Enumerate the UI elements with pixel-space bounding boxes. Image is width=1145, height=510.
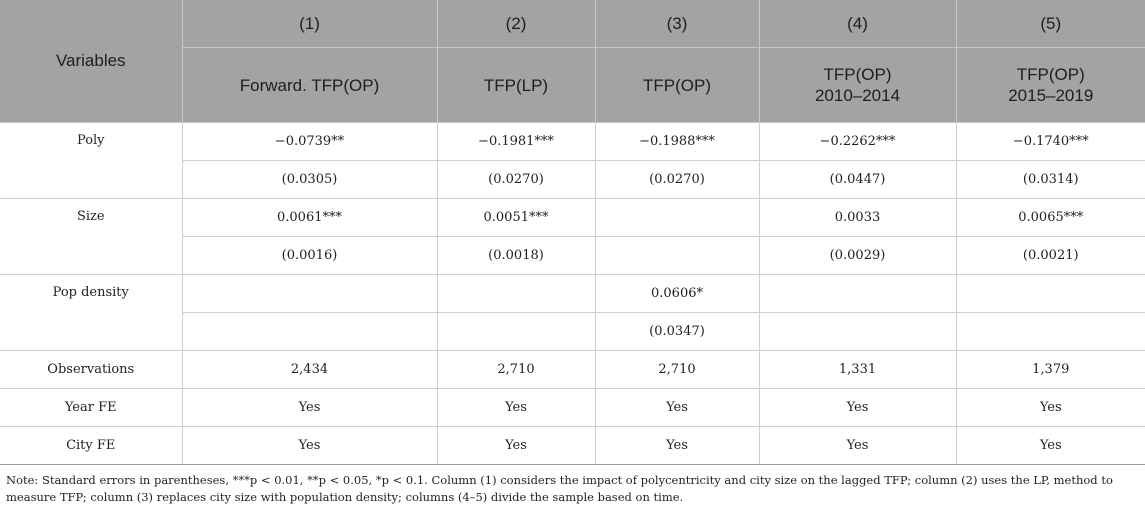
cell-coef: 0.0033 [759, 198, 957, 237]
cell-coef: −0.1981*** [437, 122, 596, 161]
cell-se [182, 312, 438, 351]
cell-value: 2,710 [437, 350, 596, 389]
table-row-poly-se: (0.0305) (0.0270) (0.0270) (0.0447) (0.0… [0, 160, 1145, 199]
column-number-3: (3) [595, 0, 760, 48]
cell-value: Yes [956, 388, 1145, 427]
cell-value: Yes [595, 426, 760, 465]
table-note: Note: Standard errors in parentheses, **… [6, 473, 1113, 504]
cell-se: (0.0018) [437, 236, 596, 275]
cell-se: (0.0347) [595, 312, 760, 351]
column-title-1-line1: Forward. TFP(OP) [239, 75, 380, 95]
cell-se: (0.0021) [956, 236, 1145, 275]
cell-se: (0.0270) [437, 160, 596, 199]
cell-coef: 0.0051*** [437, 198, 596, 237]
cell-se: (0.0029) [759, 236, 957, 275]
table-row-size-se: (0.0016) (0.0018) (0.0029) (0.0021) [0, 236, 1145, 275]
cell-coef [759, 274, 957, 313]
column-title-4-line1: TFP(OP) [823, 65, 892, 84]
cell-se [595, 236, 760, 275]
row-label-city-fe: City FE [0, 426, 183, 465]
cell-se [437, 312, 596, 351]
column-title-4: TFP(OP) 2010–2014 [759, 47, 957, 123]
cell-se: (0.0305) [182, 160, 438, 199]
cell-value: Yes [759, 388, 957, 427]
row-label-year-fe: Year FE [0, 388, 183, 427]
cell-coef: −0.1988*** [595, 122, 760, 161]
cell-value: Yes [437, 388, 596, 427]
table-row-pop-density-se: (0.0347) [0, 312, 1145, 351]
column-title-5-line2: 2015–2019 [1008, 86, 1094, 105]
column-title-3: TFP(OP) [595, 47, 760, 123]
cell-value: Yes [759, 426, 957, 465]
cell-value: Yes [182, 426, 438, 465]
table-bottom-rule [0, 464, 1145, 465]
column-number-4: (4) [759, 0, 957, 48]
cell-value: 1,379 [956, 350, 1145, 389]
cell-value: 2,434 [182, 350, 438, 389]
table-row-size-coef: Size 0.0061*** 0.0051*** 0.0033 0.0065**… [0, 198, 1145, 275]
cell-coef [182, 274, 438, 313]
cell-se [759, 312, 957, 351]
cell-coef: −0.0739** [182, 122, 438, 161]
cell-coef: −0.2262*** [759, 122, 957, 161]
column-number-1: (1) [182, 0, 438, 48]
cell-se: (0.0270) [595, 160, 760, 199]
cell-coef: 0.0061*** [182, 198, 438, 237]
row-label-pop-density: Pop density [0, 274, 183, 351]
row-label-size: Size [0, 198, 183, 275]
variables-header: Variables [0, 0, 183, 123]
cell-coef [437, 274, 596, 313]
column-number-2: (2) [437, 0, 596, 48]
column-title-5: TFP(OP) 2015–2019 [956, 47, 1145, 123]
cell-coef: 0.0065*** [956, 198, 1145, 237]
row-label-observations: Observations [0, 350, 183, 389]
table-row-year-fe: Year FE Yes Yes Yes Yes Yes [0, 388, 1145, 427]
cell-value: Yes [437, 426, 596, 465]
cell-coef: −0.1740*** [956, 122, 1145, 161]
column-title-1: Forward. TFP(OP) [182, 47, 438, 123]
table-row-observations: Observations 2,434 2,710 2,710 1,331 1,3… [0, 350, 1145, 389]
table-row-city-fe: City FE Yes Yes Yes Yes Yes [0, 426, 1145, 465]
column-title-2-line1: TFP(LP) [483, 75, 549, 95]
column-title-3-line1: TFP(OP) [643, 75, 711, 95]
cell-value: 1,331 [759, 350, 957, 389]
row-label-poly: Poly [0, 122, 183, 199]
column-title-5-line1: TFP(OP) [1016, 65, 1085, 84]
cell-coef [595, 198, 760, 237]
table-row-pop-density-coef: Pop density 0.0606* [0, 274, 1145, 351]
cell-se: (0.0016) [182, 236, 438, 275]
table-row-poly-coef: Poly −0.0739** −0.1981*** −0.1988*** −0.… [0, 122, 1145, 199]
regression-table: Variables (1) (2) (3) (4) (5) Forward. T… [0, 0, 1145, 465]
column-title-4-line2: 2010–2014 [814, 86, 901, 105]
cell-se: (0.0314) [956, 160, 1145, 199]
cell-se: (0.0447) [759, 160, 957, 199]
cell-value: 2,710 [595, 350, 760, 389]
cell-coef [956, 274, 1145, 313]
column-number-5: (5) [956, 0, 1145, 48]
cell-value: Yes [956, 426, 1145, 465]
cell-se [956, 312, 1145, 351]
cell-value: Yes [182, 388, 438, 427]
column-title-2: TFP(LP) [437, 47, 596, 123]
cell-value: Yes [595, 388, 760, 427]
cell-coef: 0.0606* [595, 274, 760, 313]
